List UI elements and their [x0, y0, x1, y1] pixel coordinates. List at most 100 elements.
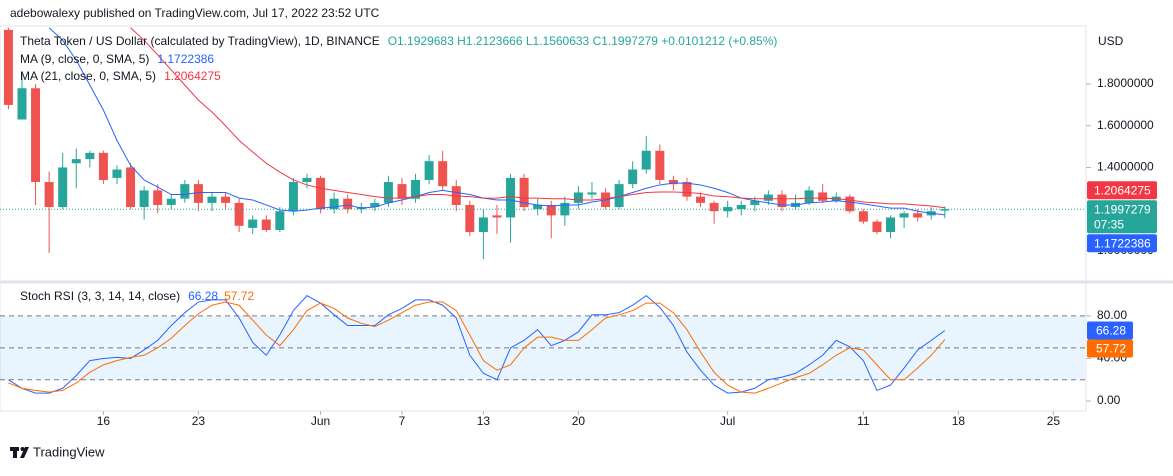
candle-body: [288, 182, 298, 212]
x-tick-label: 18: [952, 414, 966, 428]
candle-body: [248, 219, 258, 228]
symbol-legend: Theta Token / US Dollar (calculated by T…: [20, 34, 777, 48]
candle-body: [44, 182, 54, 208]
y-tick-label: 1.6000000: [1097, 118, 1154, 132]
stoch-value-box: [1087, 339, 1133, 358]
candle-body: [153, 190, 163, 205]
x-tick-label: Jul: [720, 414, 735, 428]
candle-body: [17, 88, 27, 120]
stoch-line: [8, 301, 946, 394]
candle-body: [207, 196, 217, 203]
legend: Theta Token / US Dollar (calculated by T…: [20, 34, 1124, 303]
x-tick-label: 7: [399, 414, 406, 428]
x-tick-label: 16: [97, 414, 111, 428]
candle-body: [316, 177, 326, 210]
stoch-legend: Stoch RSI (3, 3, 14, 14, close) 66.28 57.7…: [20, 289, 254, 303]
x-tick-label: Jun: [311, 414, 330, 428]
stoch-title: Stoch RSI (3, 3, 14, 14, close): [20, 289, 180, 303]
candle-body: [3, 29, 13, 105]
candle-body: [940, 209, 950, 211]
overlay-price-label: 1.2064275: [1094, 183, 1151, 197]
x-tick-label: 25: [1047, 414, 1061, 428]
moving-average: [48, 27, 945, 216]
candle-body: [587, 192, 597, 195]
candle-body: [438, 161, 448, 187]
stoch-value-label: 57.72: [1096, 342, 1126, 356]
x-tick-label: 11: [857, 414, 870, 428]
footer-logo: [10, 447, 29, 458]
candle-body: [573, 192, 583, 203]
overlay-price-box: [1087, 234, 1157, 253]
candle-body: [98, 152, 108, 180]
ohlc-legend: O1.1929683 H1.2123666 L1.1560633 C1.1997…: [388, 34, 778, 48]
y-tick-label: 1.8000000: [1097, 76, 1154, 90]
y-tick-label: 1.4000000: [1097, 160, 1154, 174]
candle-body: [818, 192, 828, 201]
candle-body: [383, 182, 393, 203]
candle-body: [411, 179, 421, 199]
candle-body: [709, 202, 719, 212]
stoch-value-box: [1087, 321, 1133, 340]
stoch-value-label: 66.28: [1096, 324, 1126, 338]
ma9-name: MA (9, close, 0, SMA, 5): [20, 52, 149, 66]
candle-body: [546, 204, 556, 216]
moving-average: [130, 27, 945, 209]
candle-body: [180, 184, 190, 199]
last-price-label: 1.1997279: [1094, 202, 1151, 216]
ma9-value: 1.1722386: [157, 52, 214, 66]
candle-body: [628, 169, 638, 185]
y-tick-label: 0.00: [1097, 393, 1121, 407]
candle-body: [913, 213, 923, 218]
candle-body: [139, 190, 149, 208]
candle-body: [668, 179, 678, 185]
candle-body: [614, 184, 624, 208]
overlay-price-label: 1.1722386: [1094, 236, 1151, 250]
candle-body: [763, 194, 773, 201]
candle-body: [872, 221, 882, 233]
candle-body: [126, 167, 136, 208]
logo-wedge: [20, 447, 29, 458]
logo-stem: [13, 447, 17, 458]
candle-body: [641, 150, 651, 170]
main-pane: 1.00000001.40000001.60000001.80000001.19…: [0, 27, 1157, 260]
last-price-box: [1087, 200, 1157, 234]
candle-body: [845, 196, 855, 212]
candle-body: [71, 159, 81, 164]
candle-body: [397, 184, 407, 199]
logo-dot: [20, 447, 25, 451]
overlay-price-box: [1087, 181, 1157, 200]
candle-body: [275, 211, 285, 230]
candle-body: [234, 202, 244, 226]
candle-body: [899, 213, 909, 218]
candle-body: [736, 204, 746, 210]
candle-body: [492, 215, 502, 218]
stoch-line: [8, 295, 946, 394]
candle-body: [193, 184, 203, 203]
x-tick-label: 20: [572, 414, 586, 428]
x-tick-label: 23: [192, 414, 206, 428]
countdown-label: 07:35: [1094, 217, 1124, 231]
y-tick-label: 80.00: [1097, 308, 1127, 322]
ma21-value: 1.2064275: [164, 69, 221, 83]
candle-body: [58, 167, 68, 208]
candle-body: [886, 217, 896, 233]
ma21-legend: MA (21, close, 0, SMA, 5) 1.2064275: [20, 69, 221, 83]
candle-body: [465, 204, 475, 233]
candle-body: [221, 196, 231, 203]
candle-body: [777, 194, 787, 208]
candle-body: [302, 177, 312, 183]
candle-body: [85, 152, 95, 160]
candle-body: [533, 204, 543, 210]
publisher: adebowalexy published on TradingView.com…: [10, 6, 380, 20]
stoch-k-value: 66.28: [188, 289, 218, 303]
candle-body: [655, 150, 665, 180]
candle-body: [343, 198, 353, 210]
candle-body: [858, 211, 868, 222]
candle-body: [682, 182, 692, 197]
x-tick-label: 13: [477, 414, 491, 428]
candle-body: [750, 200, 760, 205]
